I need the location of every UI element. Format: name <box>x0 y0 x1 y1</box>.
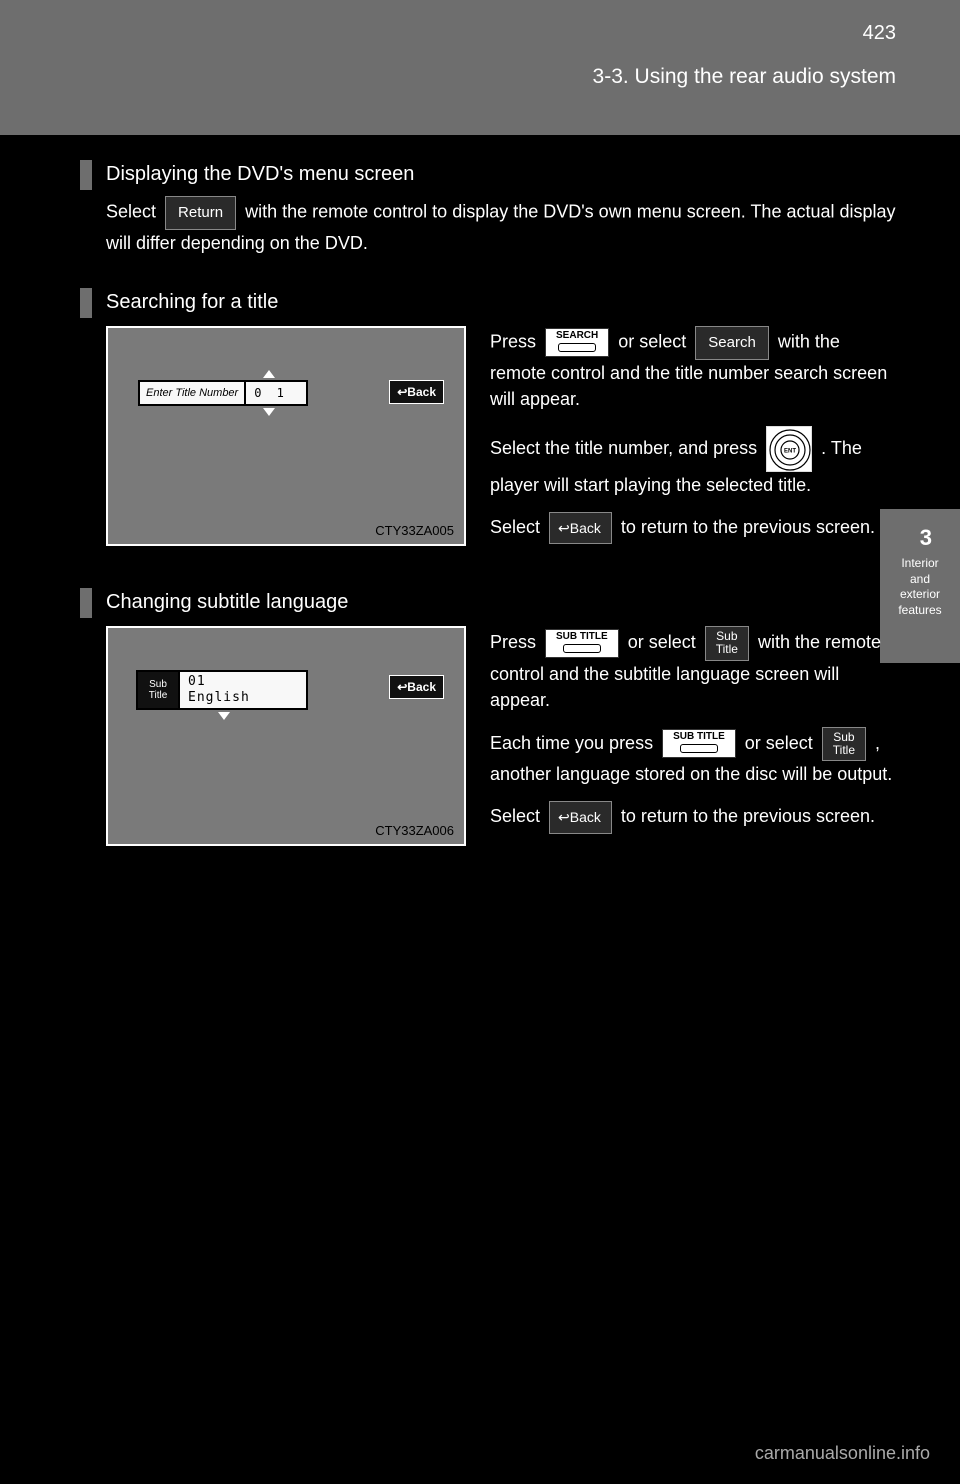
bar-value: 0 1 <box>246 386 296 400</box>
screen-back-button[interactable]: ↩Back <box>389 380 444 404</box>
search-remote-button[interactable]: SEARCH <box>545 328 609 357</box>
value: English <box>188 690 298 706</box>
back-button[interactable]: ↩Back <box>549 801 612 833</box>
menu-paragraph: Select Return with the remote control to… <box>106 196 900 256</box>
bar-label: Enter Title Number <box>140 387 244 399</box>
screen-id: CTY33ZA005 <box>375 523 454 538</box>
subtitle-p1: Press SUB TITLE or select Sub Title with… <box>490 626 900 713</box>
subtitle-p2: Each time you press SUB TITLE or select … <box>490 727 900 787</box>
button-slot <box>558 343 596 352</box>
label: Sub <box>716 629 737 643</box>
page-content: Displaying the DVD's menu screen Select … <box>80 160 900 878</box>
text: to return to the previous screen. <box>621 806 875 826</box>
arrow-up-icon <box>263 370 275 378</box>
screen-back-button[interactable]: ↩Back <box>389 675 444 699</box>
page-number: 423 <box>863 22 896 45</box>
subtitle-box-left: Sub Title <box>136 670 180 710</box>
text: Select <box>490 517 545 537</box>
side-tab-number: 3 <box>920 525 932 551</box>
footer-watermark: carmanualsonline.info <box>755 1443 930 1464</box>
label: Sub <box>149 679 167 690</box>
text: or select <box>628 632 701 652</box>
subtitle-box-right: 01 English <box>180 670 308 710</box>
heading-subtitle: Changing subtitle language <box>80 588 900 618</box>
text: Select <box>490 806 545 826</box>
text: or select <box>618 331 691 351</box>
heading-search: Searching for a title <box>80 288 900 318</box>
text: Press <box>490 632 541 652</box>
heading-bar <box>80 288 92 318</box>
search-onscreen-button[interactable]: Search <box>695 326 769 360</box>
text: to return to the previous screen. <box>621 517 875 537</box>
subtitle-screen: Sub Title 01 English ↩Back CTY33ZA006 <box>106 626 466 846</box>
arrow-down-icon <box>218 712 230 720</box>
section-title: 3-3. Using the rear audio system <box>593 65 896 89</box>
text: Select <box>106 202 156 222</box>
back-button[interactable]: ↩Back <box>549 512 612 544</box>
subtitle-text-column: Press SUB TITLE or select Sub Title with… <box>490 626 900 847</box>
heading-text: Displaying the DVD's menu screen <box>106 160 414 188</box>
text: Each time you press <box>490 733 658 753</box>
label: SUB TITLE <box>673 731 725 742</box>
heading-bar <box>80 160 92 190</box>
subtitle-row: Sub Title 01 English ↩Back CTY33ZA006 Pr… <box>106 626 900 847</box>
label: SUB TITLE <box>556 631 608 642</box>
heading-text: Searching for a title <box>106 288 278 316</box>
text: Select the title number, and press <box>490 438 762 458</box>
heading-bar <box>80 588 92 618</box>
ent-button[interactable]: ENT <box>766 426 812 472</box>
subtitle-remote-button[interactable]: SUB TITLE <box>662 729 736 758</box>
subtitle-onscreen-button[interactable]: Sub Title <box>822 727 866 761</box>
button-slot <box>680 744 718 753</box>
heading-menu: Displaying the DVD's menu screen <box>80 160 900 190</box>
subtitle-box: Sub Title 01 English <box>136 670 308 710</box>
search-p1: Press SEARCH or select Search with the r… <box>490 326 900 412</box>
screen-id: CTY33ZA006 <box>375 823 454 838</box>
label: SEARCH <box>556 330 598 341</box>
arrow-down-icon <box>263 408 275 416</box>
search-p3: Select ↩Back to return to the previous s… <box>490 512 900 544</box>
search-p2: Select the title number, and press ENT .… <box>490 426 900 498</box>
subtitle-remote-button[interactable]: SUB TITLE <box>545 629 619 658</box>
label: Title <box>149 690 168 701</box>
title-number-bar: Enter Title Number 0 1 <box>138 380 308 406</box>
return-button[interactable]: Return <box>165 196 236 230</box>
ent-label: ENT <box>784 448 796 454</box>
button-slot <box>563 644 601 653</box>
label: Title <box>833 743 855 757</box>
subtitle-onscreen-button[interactable]: Sub Title <box>705 626 749 660</box>
heading-text: Changing subtitle language <box>106 588 348 616</box>
search-screen: Enter Title Number 0 1 ↩Back CTY33ZA005 <box>106 326 466 546</box>
label: Title <box>716 642 738 656</box>
search-text-column: Press SEARCH or select Search with the r… <box>490 326 900 558</box>
subtitle-p3: Select ↩Back to return to the previous s… <box>490 801 900 833</box>
text: or select <box>745 733 818 753</box>
value: 01 <box>188 674 298 690</box>
label: Sub <box>833 730 854 744</box>
text: Press <box>490 331 541 351</box>
search-row: Enter Title Number 0 1 ↩Back CTY33ZA005 … <box>106 326 900 558</box>
